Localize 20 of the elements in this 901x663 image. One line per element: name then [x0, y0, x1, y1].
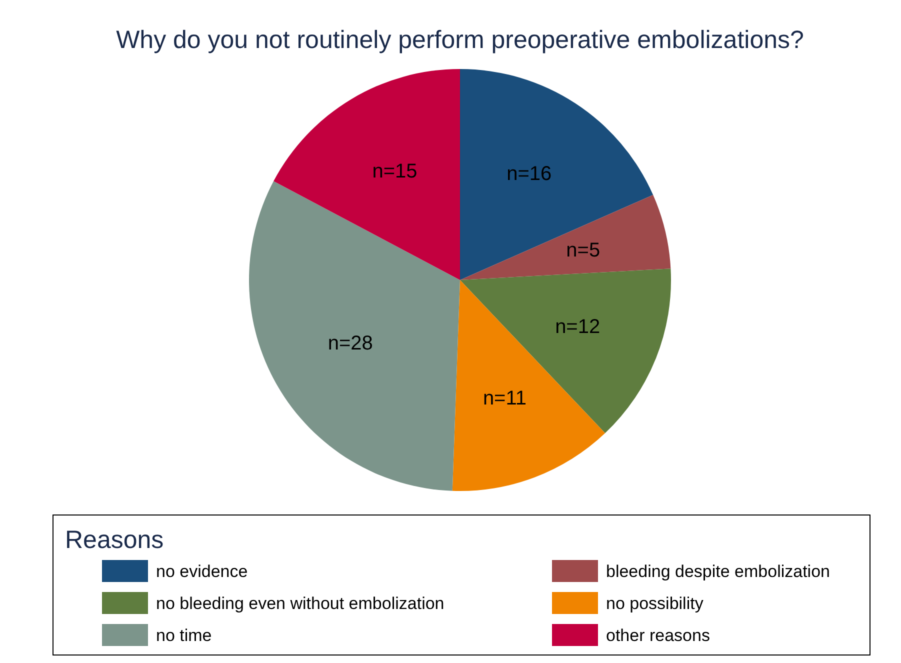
legend-title: Reasons — [65, 526, 164, 554]
pie-slice — [274, 69, 460, 280]
legend-label: no bleeding even without embolization — [156, 594, 444, 613]
data-label: n=28 — [328, 332, 373, 354]
pie-slice — [460, 268, 671, 434]
pie-slice — [460, 194, 671, 280]
chart-title: Why do you not routinely perform preoperative embolizations? — [116, 26, 804, 54]
data-label: n=11 — [482, 387, 527, 410]
data-label: n=12 — [555, 316, 600, 338]
legend-label: bleeding despite embolization — [606, 562, 830, 581]
data-label: n=5 — [566, 240, 600, 262]
pie-slice — [452, 280, 606, 491]
pie-slice — [249, 181, 460, 491]
legend-label: no time — [156, 626, 212, 645]
legend-label: other reasons — [606, 626, 710, 645]
legend-label: no evidence — [156, 562, 248, 581]
legend-label: no possibility — [606, 594, 704, 613]
pie-slice — [460, 69, 654, 280]
data-label: n=16 — [506, 162, 552, 185]
data-label: n=15 — [372, 160, 418, 183]
